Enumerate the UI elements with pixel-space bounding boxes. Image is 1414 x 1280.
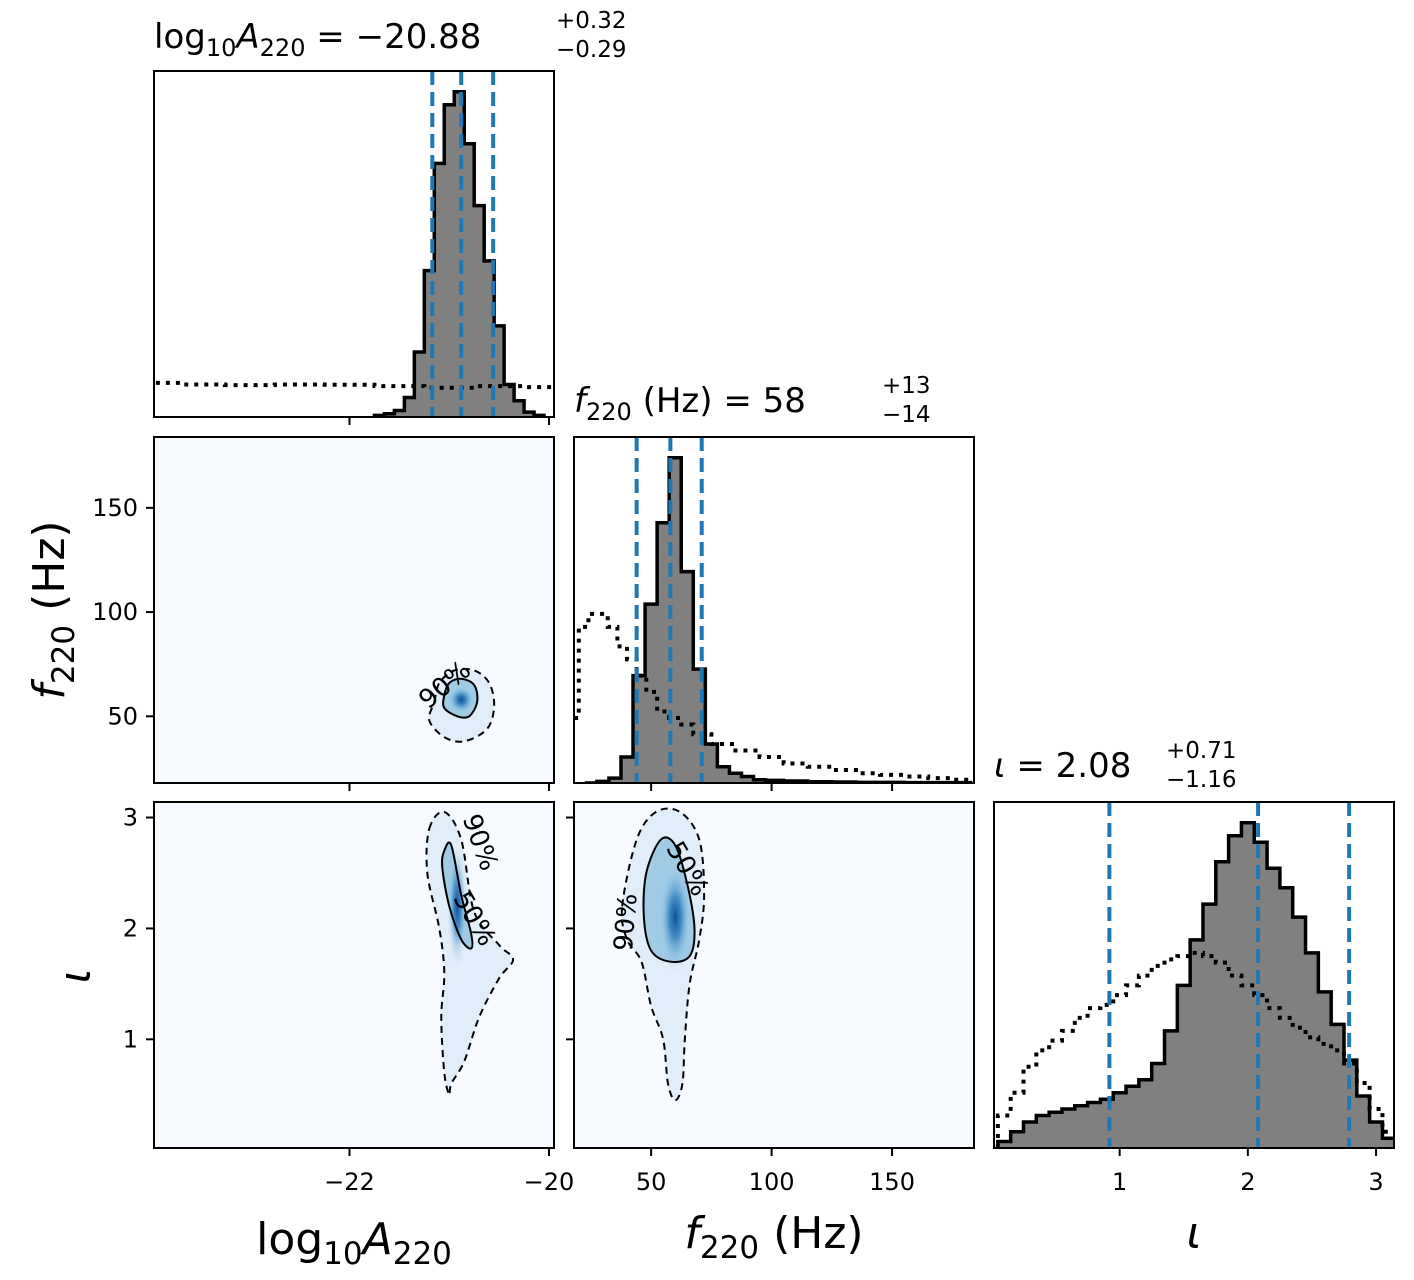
- contour-label-90-iota_vs_f: 90%: [609, 892, 644, 952]
- xtick-label-0-0: −22: [324, 1168, 375, 1196]
- marginal-f: [574, 437, 973, 783]
- panel-frame-0-0: [153, 70, 555, 418]
- xlabel-iota: ι: [1187, 1208, 1202, 1259]
- contour-90-f_vs_logA: [427, 667, 496, 743]
- prior-hist-f: [574, 611, 972, 783]
- density-core-f_vs_logA: [447, 685, 476, 715]
- ytick-label-1-1: 100: [92, 598, 138, 626]
- contour-50-f_vs_logA: [442, 677, 479, 719]
- xtick-label-1-2: 150: [869, 1168, 915, 1196]
- contour-50-iota_vs_logA: [441, 841, 474, 950]
- title-logA-minus: −0.29: [556, 37, 626, 63]
- posterior-hist-edge-logA: [372, 90, 546, 417]
- density-layer: [425, 667, 706, 1102]
- panel-bg-2-1: [574, 802, 974, 1148]
- panel-frame-2-0: [153, 801, 555, 1149]
- ytick-label-2-1: 2: [123, 914, 138, 942]
- xlabel-logA: log10A220: [256, 1214, 452, 1272]
- density-core-iota_vs_f: [658, 861, 693, 973]
- xtick-label-0-1: −20: [524, 1168, 575, 1196]
- panel-layer: [154, 437, 974, 1148]
- title-logA: log10A220 = −20.88: [154, 17, 481, 62]
- marginal-logA: [154, 71, 554, 417]
- title-iota-minus: −1.16: [1166, 767, 1236, 793]
- ytick-label-1-0: 50: [107, 702, 138, 730]
- density-core-iota_vs_logA: [447, 845, 468, 968]
- ytick-label-2-0: 1: [123, 1025, 138, 1053]
- panel-frame-2-2: [993, 801, 1395, 1149]
- xtick-label-2-1: 2: [1240, 1168, 1255, 1196]
- title-iota-plus: +0.71: [1166, 738, 1236, 764]
- panel-frame-1-0: [153, 436, 555, 784]
- joint-iota_vs_logA: [425, 810, 515, 1097]
- posterior-hist-fill-iota: [997, 822, 1394, 1148]
- contour-90-iota_vs_f: [620, 807, 706, 1102]
- xtick-label-1-1: 100: [749, 1168, 795, 1196]
- title-f-minus: −14: [882, 402, 931, 428]
- xtick-label-1-0: 50: [636, 1168, 667, 1196]
- xtick-label-2-2: 3: [1368, 1168, 1383, 1196]
- xlabel-f: f220 (Hz): [684, 1208, 863, 1266]
- posterior-hist-fill-f: [584, 457, 971, 783]
- frame-layer: 50 100 150 −22 −20 1 2 3 50 100 150 1 2 3: [92, 70, 1395, 1196]
- posterior-hist-edge-iota: [996, 821, 1394, 1148]
- contour-50-iota_vs_f: [642, 836, 696, 963]
- prior-hist-iota: [995, 950, 1394, 1148]
- posterior-hist-fill-logA: [374, 91, 545, 417]
- xtick-label-2-0: 1: [1112, 1168, 1127, 1196]
- joint-f_vs_logA: [427, 667, 496, 743]
- panel-bg-2-0: [154, 802, 554, 1148]
- title-logA-plus: +0.32: [556, 8, 626, 34]
- ytick-label-2-2: 3: [123, 804, 138, 832]
- title-f-plus: +13: [882, 373, 931, 399]
- panel-frame-1-1: [573, 436, 975, 784]
- marks-layer: 90%90%50% 90%50%: [154, 71, 1394, 1148]
- joint-iota_vs_f: [620, 807, 706, 1102]
- ylabel-iota: ι: [50, 969, 101, 984]
- prior-hist-logA: [154, 380, 554, 390]
- ytick-label-1-2: 150: [92, 494, 138, 522]
- ylabel-f: f220 (Hz): [24, 520, 82, 699]
- title-iota: ι = 2.08: [994, 746, 1131, 786]
- title-f: f220 (Hz) = 58: [574, 381, 806, 426]
- panel-bg-1-0: [154, 437, 554, 783]
- panel-frame-2-1: [573, 801, 975, 1149]
- marginal-iota: [995, 802, 1394, 1148]
